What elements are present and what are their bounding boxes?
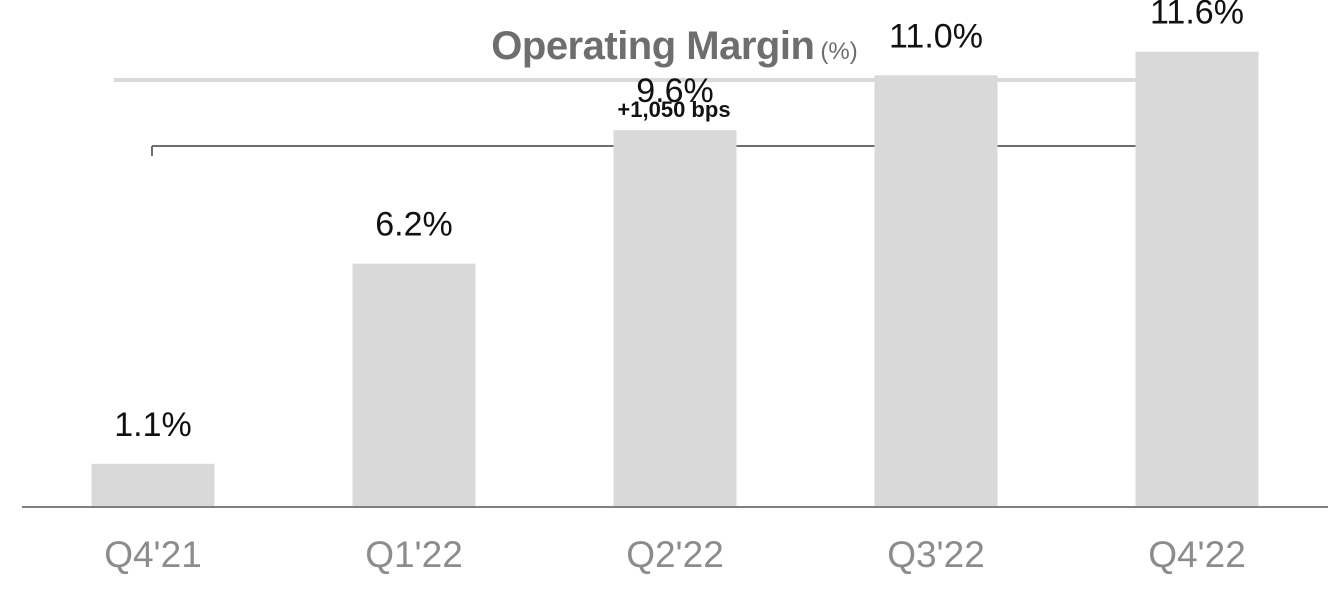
- change-annotation: +1,050 bps: [617, 97, 730, 122]
- bars-group: [91, 51, 1259, 507]
- value-label-1: 6.2%: [375, 206, 453, 244]
- x-tick-label-2: Q2'22: [626, 534, 724, 575]
- value-labels-group: 1.1% 6.2% 9.6% 11.0% 11.6%: [114, 0, 1244, 444]
- x-tick-label-3: Q3'22: [887, 534, 985, 575]
- value-label-0: 1.1%: [114, 406, 192, 444]
- bar-2: [613, 130, 737, 507]
- x-tick-label-0: Q4'21: [104, 534, 202, 575]
- chart-title-text: Operating Margin: [491, 24, 815, 68]
- value-label-3: 11.0%: [889, 17, 983, 55]
- value-label-2: 9.6%: [636, 72, 714, 110]
- x-tick-label-4: Q4'22: [1148, 534, 1246, 575]
- bar-3: [874, 75, 998, 507]
- x-tick-label-1: Q1'22: [365, 534, 463, 575]
- chart-title: Operating Margin (%): [114, 24, 1235, 69]
- bar-0: [91, 463, 215, 507]
- bar-1: [352, 263, 476, 507]
- value-label-4: 11.6%: [1150, 0, 1244, 32]
- bar-4: [1135, 51, 1259, 507]
- x-tick-labels-group: Q4'21 Q1'22 Q2'22 Q3'22 Q4'22: [104, 534, 1246, 575]
- chart-title-unit: (%): [820, 38, 858, 65]
